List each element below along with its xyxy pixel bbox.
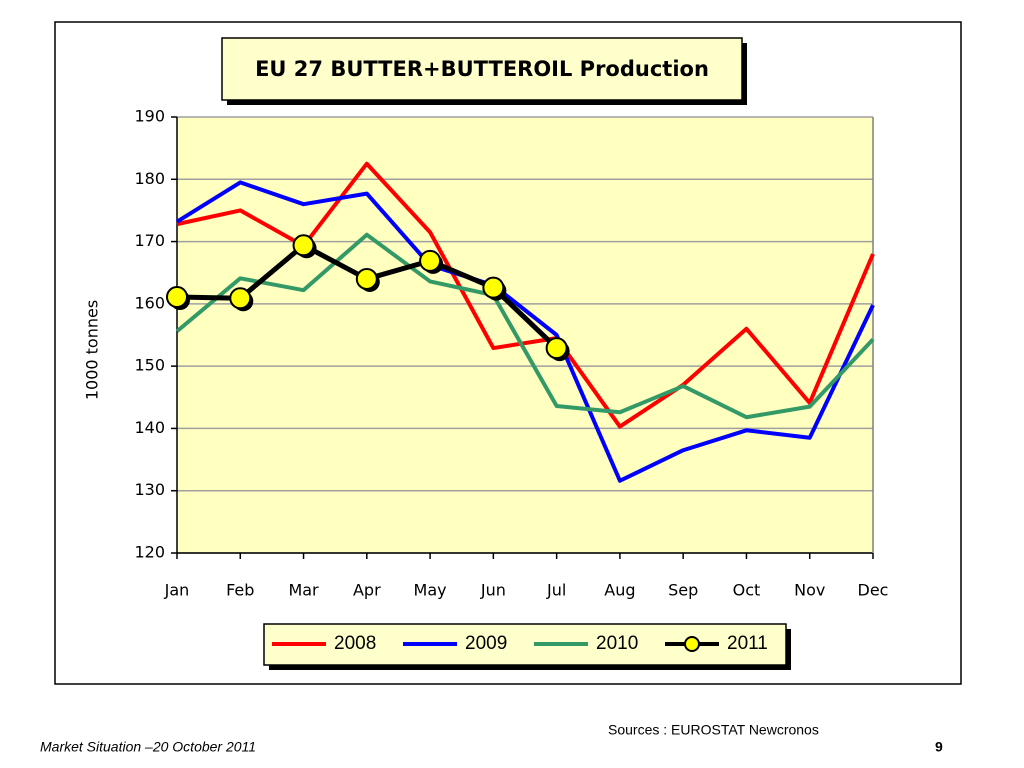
x-tick-label: Oct — [733, 581, 761, 600]
x-tick-label: Feb — [226, 581, 254, 600]
legend-label: 2009 — [465, 633, 507, 654]
y-tick-label: 140 — [134, 418, 165, 437]
legend-box — [263, 623, 787, 666]
title-box — [221, 37, 743, 101]
legend-marker — [684, 636, 700, 652]
legend-label: 2010 — [596, 633, 638, 654]
data-point — [545, 337, 568, 360]
chart-title: EU 27 BUTTER+BUTTEROIL Production — [255, 57, 709, 81]
series-line — [175, 232, 875, 420]
x-tick-label: Dec — [858, 581, 889, 600]
data-point — [229, 287, 252, 310]
plot: 120 130 140 150 160 170 180 190 Jan Feb Mar Apr May J… — [134, 107, 888, 655]
x-tick-label: May — [414, 581, 447, 600]
legend-label: 2011 — [727, 633, 768, 654]
x-tick-label: Mar — [288, 581, 319, 600]
legend-label: 2008 — [334, 633, 376, 654]
y-tick-label: 190 — [134, 107, 165, 126]
data-point — [355, 267, 378, 290]
y-tick-label: 160 — [134, 293, 165, 312]
y-tick-label: 180 — [134, 169, 165, 188]
plot-area — [177, 117, 873, 553]
data-point — [482, 276, 505, 299]
data-point — [419, 249, 442, 272]
footer-caption: Market Situation –20 October 2011 — [40, 739, 256, 755]
x-tick-label: Aug — [604, 581, 635, 600]
x-tick-label: Jan — [164, 581, 190, 600]
x-tick-label: Jun — [480, 581, 506, 600]
series-line — [176, 161, 875, 429]
source-note: Sources : EUROSTAT Newcronos — [608, 722, 819, 738]
x-tick-label: Apr — [353, 581, 381, 600]
y-tick-label: 150 — [134, 356, 165, 375]
x-tick-label: Jul — [546, 581, 566, 600]
page-number: 9 — [935, 739, 943, 755]
series-line — [175, 180, 875, 483]
y-tick-label: 130 — [134, 480, 165, 499]
y-axis-label: 1000 tonnes — [83, 300, 102, 400]
data-point — [166, 286, 188, 309]
y-tick-label: 170 — [134, 231, 165, 250]
x-tick-label: Nov — [794, 581, 825, 600]
y-tick-label: 120 — [134, 543, 165, 562]
x-tick-label: Sep — [668, 581, 698, 600]
data-point — [292, 234, 315, 257]
